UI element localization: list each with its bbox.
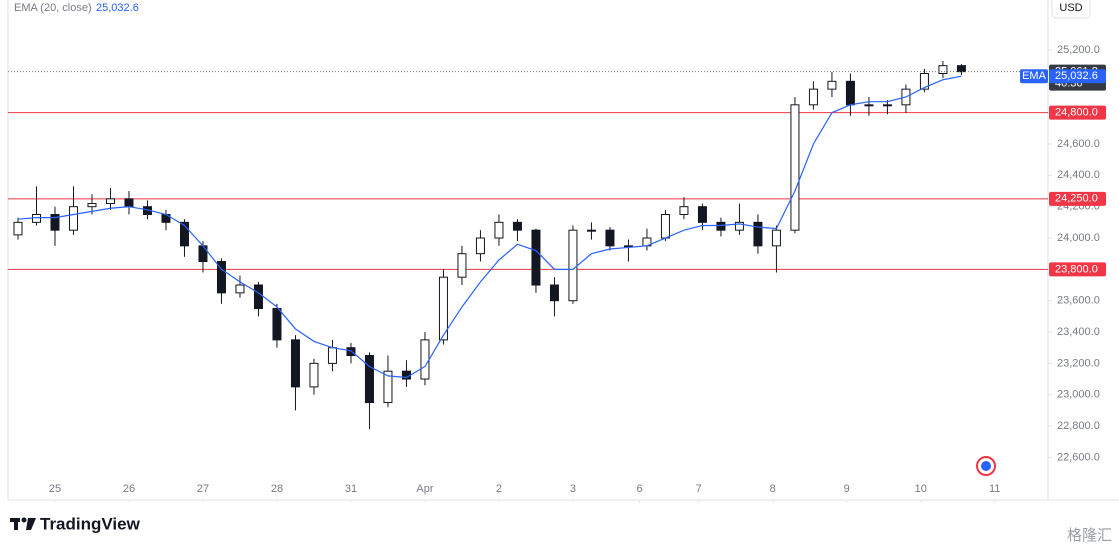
candle-body [216,261,226,294]
y-tick-label: 24,000.0 [1057,232,1100,244]
y-tick-label: 23,600.0 [1057,295,1100,307]
candle-body [716,221,726,231]
currency-box[interactable] [1051,0,1091,19]
indicator-label: EMA (20, close) [14,2,92,14]
y-tick-label: 23,400.0 [1057,326,1100,338]
candle-body [309,362,319,388]
x-tick-label: 2 [496,483,502,495]
candle-body [475,237,485,255]
candle-body [864,104,874,107]
candle-body [179,221,189,247]
candle-body [882,104,892,107]
y-tick-label: 24,400.0 [1057,169,1100,181]
candle-body [549,284,559,302]
candle-body [679,206,689,216]
candle-body [568,229,578,302]
ema-name: EMA [1022,70,1047,82]
x-tick-label: 28 [271,483,283,495]
ema-tag-value: 25,032.6 [1055,70,1098,82]
candle-body [420,339,430,380]
candle-body [697,206,707,223]
x-tick-label: 6 [636,483,642,495]
candle-body [50,214,60,231]
candle-body [512,221,522,231]
x-tick-label: 9 [844,483,850,495]
candle-body [845,80,855,106]
candle-body [938,65,948,74]
ema-name-tag [1020,69,1048,84]
x-tick-label: 31 [345,483,357,495]
candle-body [13,221,23,236]
candle-body [753,221,763,247]
currency[interactable]: USD [1059,2,1082,14]
candle-body [734,221,744,231]
x-tick-label: 25 [49,483,61,495]
x-tick-label: Apr [416,483,433,495]
brand: TradingView [40,514,141,533]
candle-body [605,229,615,247]
candle-body [586,229,596,232]
level-label: 24,800.0 [1055,107,1098,119]
x-tick-label: 27 [197,483,209,495]
logo [10,517,36,530]
y-tick-label: 24,600.0 [1057,138,1100,150]
candle-body [808,88,818,106]
level-tag [1049,105,1106,120]
level-tag [1049,262,1106,277]
y-tick-label: 22,800.0 [1057,420,1100,432]
level-tag [1049,191,1106,206]
candle-body [494,221,504,239]
y-tick-label: 23,200.0 [1057,357,1100,369]
candle-body [124,198,134,208]
indicator-value: 25,032.6 [96,2,139,14]
y-tick-label: 23,000.0 [1057,389,1100,401]
candle-body [790,104,800,231]
logo-mark [26,518,36,530]
candle-body [531,229,541,286]
candle-body [438,276,448,341]
candle-body [68,206,78,231]
candle-body [919,72,929,90]
candles [13,60,966,430]
x-tick-label: 7 [696,483,702,495]
x-tick-label: 10 [915,483,927,495]
ema-line [17,75,962,379]
candle-body [253,284,263,310]
candle-body [290,339,300,388]
level-label: 23,800.0 [1055,263,1098,275]
x-tick-label: 3 [570,483,576,495]
candle-body [457,253,467,278]
logo-mark [21,517,27,523]
y-tick-label: 22,600.0 [1057,451,1100,463]
x-tick-label: 26 [123,483,135,495]
candle-body [660,214,670,239]
candle-body [198,245,208,263]
x-tick-label: 11 [989,483,1000,495]
logo-mark [14,518,18,530]
y-tick-label: 25,200.0 [1057,44,1100,56]
candle-body [87,203,97,208]
candle-body [327,347,337,364]
x-tick-label: 8 [770,483,776,495]
candle-body [364,355,374,404]
candle-body [105,198,115,205]
candle-body [235,284,245,294]
candle-body [272,308,282,341]
candle-body [771,229,781,247]
watermark: 格隆汇 [1067,527,1112,544]
ema-tag [1049,69,1106,84]
candle-body [383,370,393,404]
candle-body [827,80,837,90]
candle-body [956,65,966,73]
level-label: 24,250.0 [1055,193,1098,205]
flag-icon-inner [981,461,991,471]
